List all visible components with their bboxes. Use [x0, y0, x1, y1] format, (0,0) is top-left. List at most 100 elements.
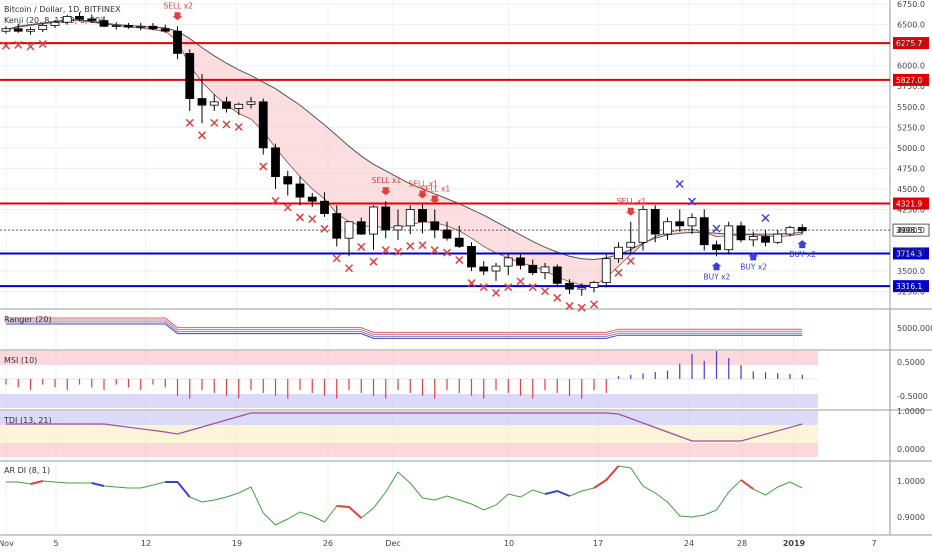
candle-body: [344, 221, 354, 239]
tdi-tick: 1.0000: [897, 407, 925, 416]
tdi-line: [6, 412, 803, 442]
buy-arrow: [797, 240, 808, 249]
ardi-highlight: [336, 505, 362, 519]
candle-body: [99, 20, 109, 27]
x-tick-label: 17: [593, 539, 603, 548]
cloud-area: [6, 19, 803, 286]
ardi-highlight: [740, 479, 754, 490]
x-mark: [418, 241, 427, 250]
ranger-title: Ranger (20): [4, 315, 52, 324]
level-tag: [893, 280, 929, 293]
candle-body: [577, 287, 587, 290]
msi-title: MSI (10): [4, 356, 37, 365]
ranger-line: [6, 321, 803, 337]
level-label: 3714.3: [896, 249, 922, 258]
tdi-title: TDI (13, 21): [3, 416, 52, 425]
x-tick-label: 26: [323, 539, 333, 548]
y-tick-label: 4500.0: [897, 185, 925, 194]
candle-body: [552, 266, 562, 284]
candle-body: [13, 28, 23, 32]
x-mark: [369, 257, 378, 266]
sell-arrow: [429, 195, 440, 204]
x-mark: [393, 247, 403, 256]
candle-body: [479, 266, 489, 272]
x-tick-label: 2019: [783, 539, 806, 548]
candle-body: [748, 236, 758, 241]
ardi-tick: 0.9000: [897, 513, 925, 522]
x-mark: [185, 118, 194, 127]
ardi-tick: 1.0000: [897, 477, 925, 486]
sell-signal: SELL x1: [421, 184, 450, 204]
x-mark: [455, 256, 464, 265]
x-mark: [565, 302, 574, 311]
candle-body: [185, 52, 195, 99]
x-mark: [344, 264, 354, 273]
candle-body: [173, 30, 182, 54]
x-tick-label: 19: [232, 539, 242, 548]
indicator-panes: 5000.0000 0.5000 -0.5000 1.0000 0.0000 1.0000…: [0, 317, 932, 526]
x-mark: [222, 120, 231, 129]
y-tick-label: 3500.0: [897, 267, 925, 276]
x-tick-label: 5: [53, 539, 58, 548]
y-tick-label: 5750.0: [897, 82, 925, 91]
buy-signal: BUY x2: [789, 240, 816, 259]
x-mark: [357, 242, 366, 251]
sell-arrow: [625, 207, 636, 216]
candle-body: [724, 225, 734, 251]
x-mark: [381, 246, 390, 255]
x-tick-label: 7: [871, 539, 876, 548]
buy-signal: BUY x2: [740, 252, 767, 271]
candle-body: [405, 209, 415, 227]
x-mark: [271, 196, 280, 205]
candle-body: [761, 236, 770, 243]
signal-label: BUY x2: [704, 272, 731, 281]
msi-tick: 0.5000: [897, 358, 925, 367]
x-mark: [234, 122, 243, 132]
sell-signal: SELL x1: [409, 180, 438, 199]
x-tick-label: Nov: [0, 539, 14, 548]
candle-body: [736, 225, 746, 241]
x-mark: [528, 283, 537, 292]
sell-arrow: [380, 187, 391, 196]
x-mark: [614, 268, 623, 277]
x-mark: [589, 300, 599, 309]
ranger-line: [6, 323, 803, 339]
y-tick-label: 4750.0: [897, 164, 925, 173]
level-tag: [893, 247, 929, 260]
x-mark: [479, 283, 488, 292]
last-price-label: 3998.5: [896, 226, 922, 235]
y-tick-label: 6250.0: [897, 41, 925, 50]
x-mark: [626, 256, 635, 266]
candle-body: [209, 101, 219, 106]
msi-lower-band: [0, 394, 818, 408]
ranger-line: [6, 319, 803, 335]
ardi-line: [6, 465, 803, 526]
x-tick-label: 12: [141, 539, 151, 548]
x-mark: [406, 242, 415, 251]
ardi-highlight: [593, 465, 620, 489]
ranger-tick: 5000.0000: [897, 324, 932, 333]
candle-body: [50, 21, 60, 26]
y-tick-label: 4250.0: [897, 205, 925, 214]
candle-body: [565, 282, 574, 290]
candle-body: [295, 183, 305, 198]
candle-body: [356, 221, 366, 235]
candle-body: [62, 16, 72, 23]
x-tick-label: 10: [504, 539, 514, 548]
candle-body: [626, 241, 636, 248]
candle-body: [663, 221, 672, 235]
candle-body: [148, 25, 158, 30]
candle-body: [418, 209, 427, 223]
candle-body: [26, 29, 35, 32]
ranger-line: [6, 317, 803, 333]
y-tick-label: 6000.0: [897, 62, 925, 71]
x-mark: [675, 179, 684, 189]
candle-body: [430, 221, 440, 231]
x-mark: [491, 288, 501, 297]
candle-body: [699, 217, 709, 246]
x-mark: [295, 213, 305, 222]
level-label: 4321.9: [896, 200, 922, 209]
